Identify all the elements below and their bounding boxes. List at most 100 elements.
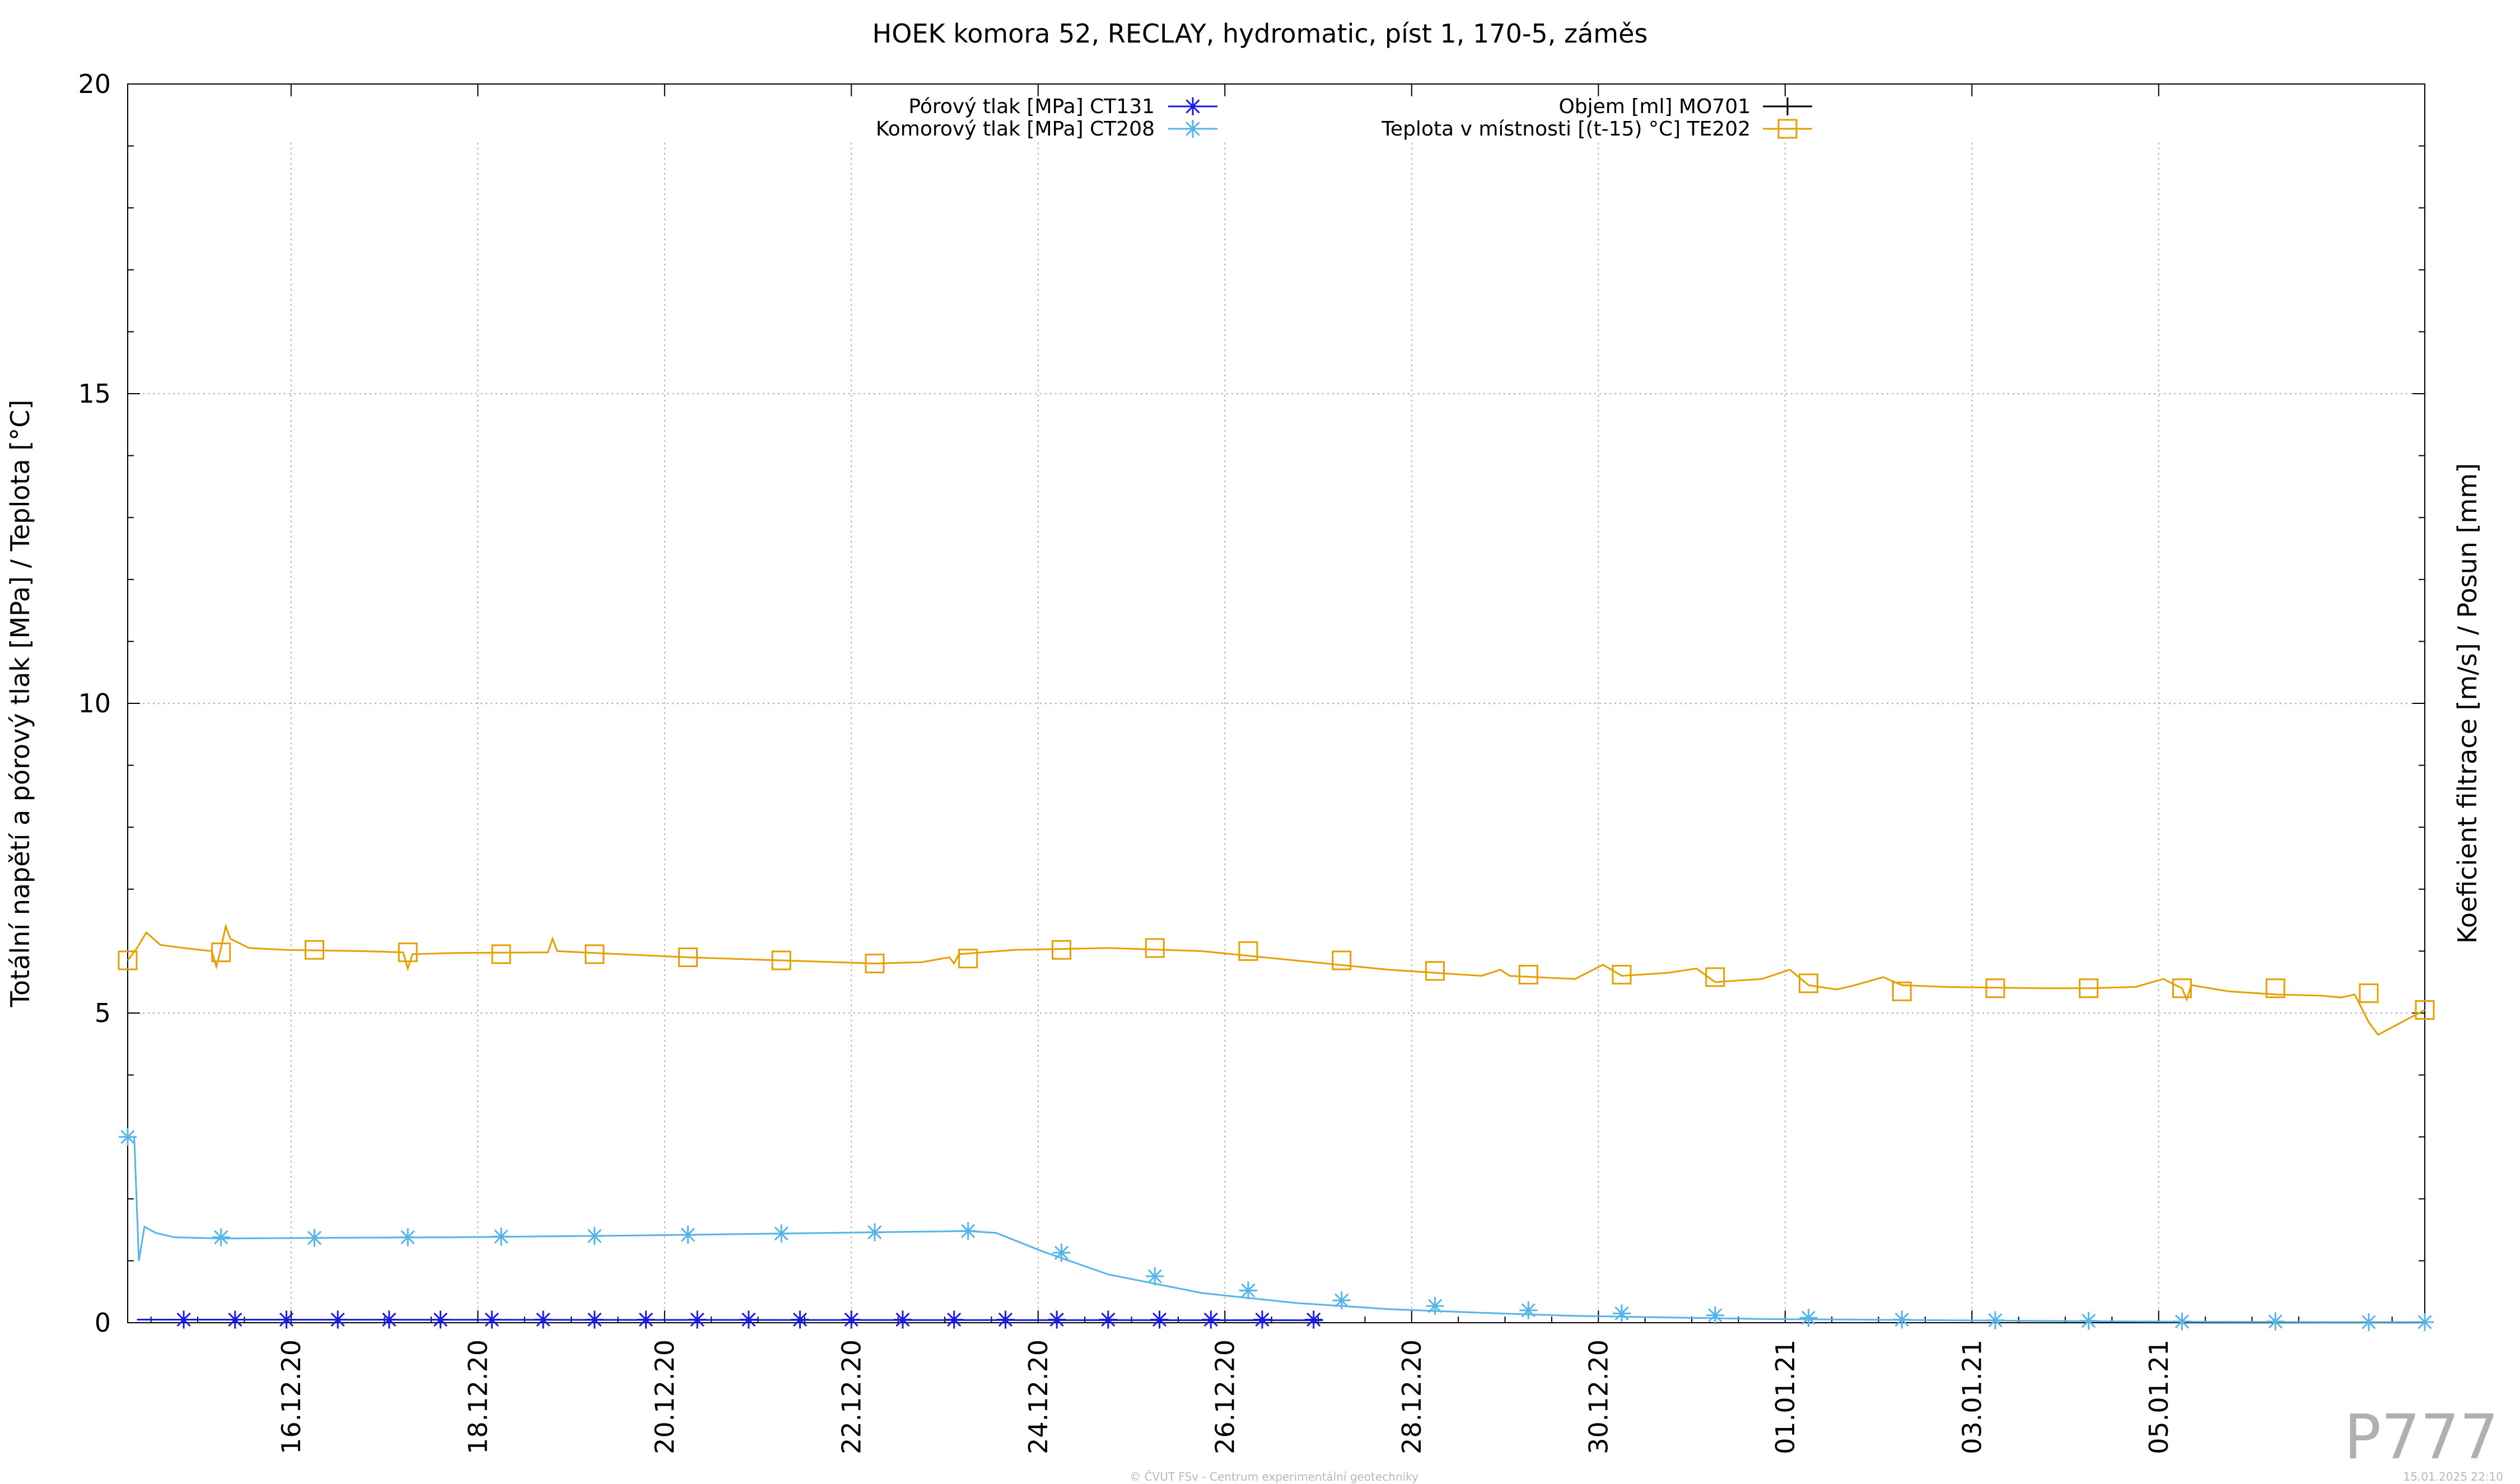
data-point	[865, 954, 885, 974]
data-point	[1239, 1281, 1257, 1300]
data-point	[2173, 1312, 2191, 1331]
data-point	[2359, 983, 2379, 1004]
y-axis-label: Totální napětí a pórový tlak [MPa] / Tep…	[5, 400, 35, 1008]
y-tick-label: 15	[78, 379, 111, 409]
data-point	[304, 940, 324, 960]
series-line	[128, 1136, 2425, 1323]
data-point	[1145, 938, 1165, 958]
data-point	[329, 1310, 347, 1329]
data-point	[1986, 1311, 2004, 1329]
data-point	[2265, 978, 2285, 998]
data-point	[1146, 1267, 1164, 1286]
series-line	[127, 923, 2425, 1036]
data-point	[945, 1310, 963, 1329]
data-point	[1202, 1310, 1220, 1329]
data-point	[1048, 1310, 1066, 1329]
data-point	[399, 1228, 417, 1247]
data-point	[1799, 1309, 1818, 1327]
data-point	[679, 1225, 697, 1244]
data-point	[1706, 1306, 1724, 1324]
series-1	[119, 1128, 2434, 1331]
data-point	[118, 950, 138, 970]
x-axis: 16.12.20 18.12.20 20.12.20 22.12.20 24.12.20…	[150, 84, 2393, 1454]
data-point	[175, 1310, 193, 1329]
x-tick-label: 18.12.20	[463, 1340, 493, 1454]
data-point	[637, 1310, 655, 1329]
series-3	[118, 923, 2435, 1036]
chart-title: HOEK komora 52, RECLAY, hydromatic, píst…	[872, 18, 1648, 49]
x-tick-label: 22.12.20	[836, 1340, 866, 1454]
data-point	[959, 1222, 977, 1240]
y-tick-label: 5	[95, 998, 111, 1028]
plot-frame	[127, 83, 2425, 1323]
data-point	[585, 1227, 604, 1245]
data-point	[1332, 950, 1352, 970]
x-tick-label: 24.12.20	[1023, 1340, 1053, 1454]
series-0	[137, 1310, 1323, 1329]
legend-label: Komorový tlak [MPa] CT208	[876, 118, 1155, 141]
x-tick-label: 16.12.20	[276, 1340, 306, 1454]
data-point	[1705, 967, 1725, 987]
data-point	[865, 1223, 884, 1242]
y-tick-label: 10	[78, 688, 111, 718]
data-point	[226, 1310, 244, 1329]
data-point	[1519, 1301, 1538, 1319]
data-point	[996, 1310, 1015, 1329]
legend-marker	[1184, 120, 1202, 138]
x-tick-label: 05.01.21	[2144, 1340, 2174, 1454]
data-point	[212, 1228, 230, 1247]
data-point	[119, 1128, 137, 1146]
legend-marker	[1184, 97, 1202, 115]
data-point	[2359, 1313, 2378, 1331]
data-point	[585, 1310, 604, 1329]
data-point	[492, 1228, 510, 1246]
plot-id-stamp: P777	[2344, 1401, 2499, 1473]
data-point	[894, 1310, 912, 1329]
data-point	[585, 944, 605, 964]
data-point	[483, 1310, 501, 1329]
data-point	[1518, 964, 1538, 984]
data-point	[771, 950, 791, 970]
data-point	[491, 944, 511, 964]
data-point	[2415, 1000, 2435, 1020]
data-point	[2079, 978, 2099, 998]
legend-marker	[1777, 119, 1798, 139]
x-tick-label: 20.12.20	[650, 1340, 680, 1454]
data-point	[1150, 1310, 1169, 1329]
series-layer	[118, 923, 2435, 1331]
data-point	[1798, 973, 1818, 993]
data-point	[1253, 1310, 1271, 1329]
data-point	[1893, 1310, 1911, 1329]
data-point	[1985, 978, 2005, 998]
data-point	[1051, 940, 1071, 960]
data-point	[688, 1310, 707, 1329]
data-point	[431, 1310, 450, 1329]
legend-label: Objem [ml] MO701	[1558, 95, 1751, 118]
generated-timestamp: 15.01.2025 22:10	[2403, 1470, 2503, 1483]
y-tick-label: 0	[95, 1308, 111, 1338]
data-point	[958, 949, 978, 969]
data-point	[398, 942, 418, 963]
data-point	[1892, 981, 1912, 1001]
x-tick-label: 26.12.20	[1210, 1340, 1240, 1454]
x-tick-label: 28.12.20	[1397, 1340, 1427, 1454]
data-point	[1425, 961, 1445, 981]
data-point	[678, 947, 698, 967]
data-point	[1612, 1304, 1631, 1323]
data-point	[305, 1229, 324, 1247]
x-tick-label: 30.12.20	[1583, 1340, 1613, 1454]
data-point	[1332, 1291, 1351, 1310]
copyright-footer: © ČVUT FSv - Centrum experimentální geot…	[1130, 1470, 1418, 1483]
legend-marker	[1779, 97, 1796, 115]
data-point	[2416, 1313, 2434, 1331]
data-point	[1612, 964, 1632, 984]
data-point	[211, 942, 231, 963]
data-point	[772, 1224, 791, 1243]
data-point	[842, 1310, 861, 1329]
x-tick-label: 03.01.21	[1957, 1340, 1987, 1454]
x-tick-label: 01.01.21	[1770, 1340, 1800, 1454]
data-point	[534, 1310, 553, 1329]
y-tick-label: 20	[78, 69, 111, 99]
